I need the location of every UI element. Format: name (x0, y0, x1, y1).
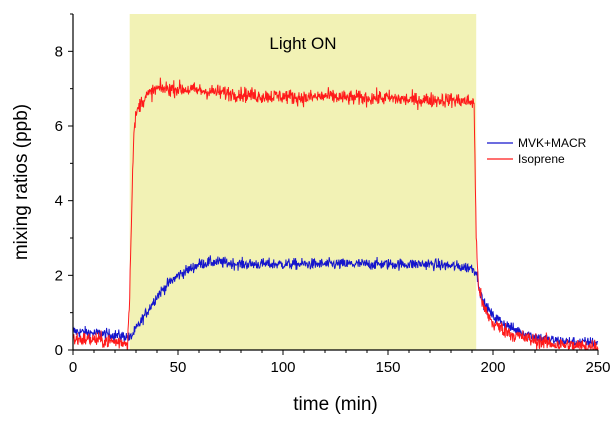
x-tick-label: 50 (170, 359, 187, 376)
axes: 0 50 100 150 200 250 0 2 4 6 8 (55, 13, 611, 376)
legend: MVK+MACR Isoprene (487, 136, 587, 166)
x-tick-label: 0 (69, 359, 77, 376)
legend-label: Isoprene (518, 152, 565, 166)
y-tick-label: 4 (55, 193, 63, 210)
y-tick-label: 8 (55, 43, 63, 60)
x-axis-title: time (min) (293, 394, 377, 415)
y-axis-title: mixing ratios (ppb) (11, 104, 32, 260)
light-on-region (129, 14, 477, 350)
series-line-isoprene (72, 77, 599, 351)
y-tick-label: 6 (55, 118, 63, 135)
light-on-label: Light ON (269, 34, 336, 53)
y-tick-label: 0 (55, 342, 63, 359)
x-tick-label: 250 (585, 359, 610, 376)
series-layer (72, 77, 599, 351)
x-tick-label: 100 (270, 359, 295, 376)
legend-label: MVK+MACR (518, 136, 587, 150)
series-line-mvk-macr (72, 255, 599, 348)
x-tick-label: 150 (375, 359, 400, 376)
y-tick-label: 2 (55, 267, 63, 284)
x-tick-label: 200 (480, 359, 505, 376)
